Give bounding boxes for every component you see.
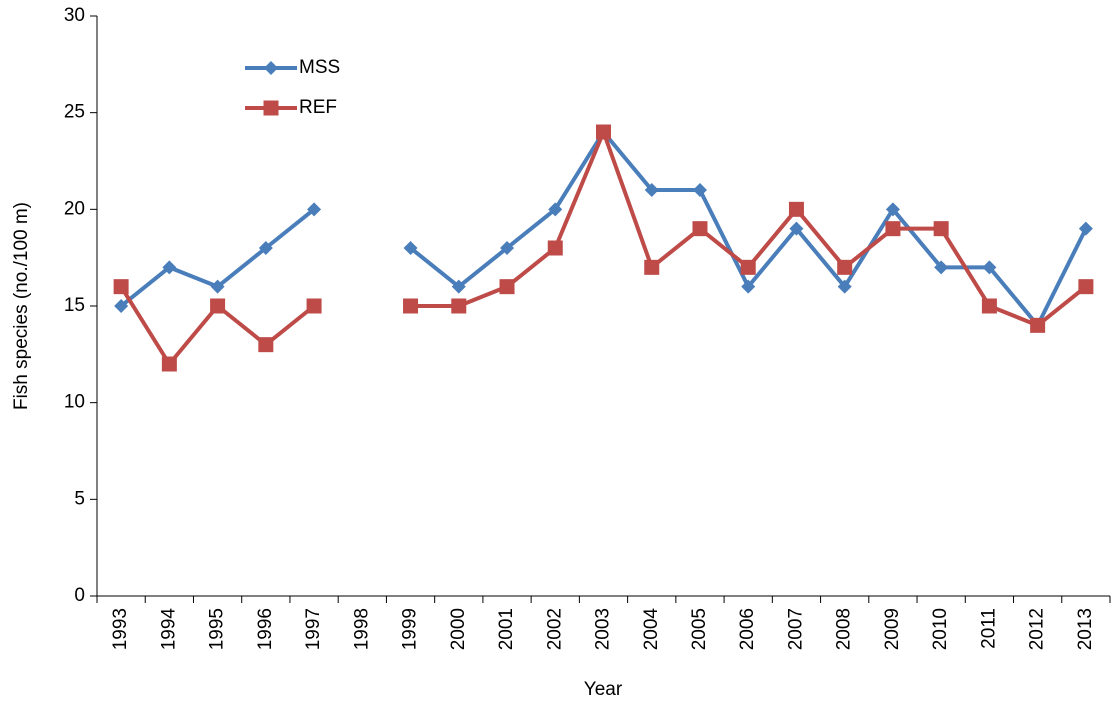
y-tick-label: 15	[64, 295, 85, 316]
data-point	[403, 298, 419, 314]
data-point	[1078, 279, 1094, 295]
data-point	[210, 298, 226, 314]
data-point	[789, 221, 804, 236]
x-tick-label: 2010	[930, 608, 951, 650]
data-point	[548, 202, 563, 217]
y-tick-label: 20	[64, 198, 85, 219]
data-point	[162, 260, 177, 275]
x-tick-label: 1996	[255, 608, 276, 650]
legend-label: MSS	[299, 57, 340, 78]
x-tick-label: 2001	[496, 608, 517, 650]
x-tick-label: 2011	[978, 608, 999, 649]
x-tick-label: 2006	[737, 608, 758, 650]
data-point	[499, 279, 515, 295]
data-point	[837, 259, 853, 275]
data-point	[596, 124, 611, 140]
y-tick-label: 5	[74, 488, 85, 509]
y-tick-label: 10	[64, 392, 85, 413]
x-tick-label: 1994	[158, 608, 179, 651]
data-point	[644, 183, 659, 197]
x-tick-label: 1997	[303, 608, 324, 650]
x-tick-label: 2005	[689, 608, 710, 650]
legend-marker	[264, 61, 278, 75]
data-point	[692, 221, 708, 237]
data-point	[788, 201, 804, 217]
data-point	[1030, 317, 1046, 333]
y-tick-label: 30	[64, 5, 85, 26]
data-point	[306, 298, 322, 314]
x-tick-label: 2008	[834, 608, 855, 650]
data-point	[885, 221, 901, 237]
x-tick-label: 2012	[1027, 608, 1048, 650]
data-point	[885, 202, 900, 217]
data-point	[982, 260, 997, 275]
legend-marker	[263, 100, 279, 116]
data-point	[981, 298, 997, 314]
x-tick-label: 1995	[207, 608, 228, 650]
x-tick-label: 1993	[110, 608, 131, 650]
data-point	[692, 183, 707, 197]
data-point	[837, 279, 852, 294]
x-tick-label: 2003	[593, 608, 614, 650]
data-point	[933, 221, 949, 237]
data-point	[307, 202, 322, 217]
x-tick-label: 2004	[641, 608, 662, 651]
x-axis-label: Year	[584, 679, 623, 700]
x-tick-label: 2002	[544, 608, 565, 650]
data-point	[451, 298, 467, 314]
y-tick-label: 0	[74, 585, 85, 606]
data-point	[210, 279, 225, 294]
x-tick-label: 2013	[1075, 608, 1096, 650]
data-point	[547, 240, 563, 256]
y-axis-label: Fish species (no./100 m)	[11, 202, 32, 410]
x-tick-label: 2000	[448, 608, 469, 650]
data-point	[258, 241, 273, 255]
data-point	[934, 260, 949, 275]
x-tick-label: 1998	[351, 608, 372, 650]
data-point	[403, 241, 418, 255]
data-point	[113, 279, 129, 295]
x-tick-label: 2009	[882, 608, 903, 650]
data-point	[161, 356, 177, 372]
data-point	[258, 337, 274, 353]
data-point	[500, 241, 515, 255]
data-point	[114, 299, 129, 313]
data-point	[1078, 221, 1093, 236]
data-point	[741, 279, 756, 294]
data-point	[740, 259, 756, 275]
data-point	[644, 259, 660, 275]
legend-label: REF	[299, 97, 337, 118]
x-tick-label: 1999	[400, 608, 421, 650]
y-tick-label: 25	[64, 102, 85, 123]
x-tick-label: 2007	[785, 608, 806, 650]
data-point	[451, 279, 466, 294]
